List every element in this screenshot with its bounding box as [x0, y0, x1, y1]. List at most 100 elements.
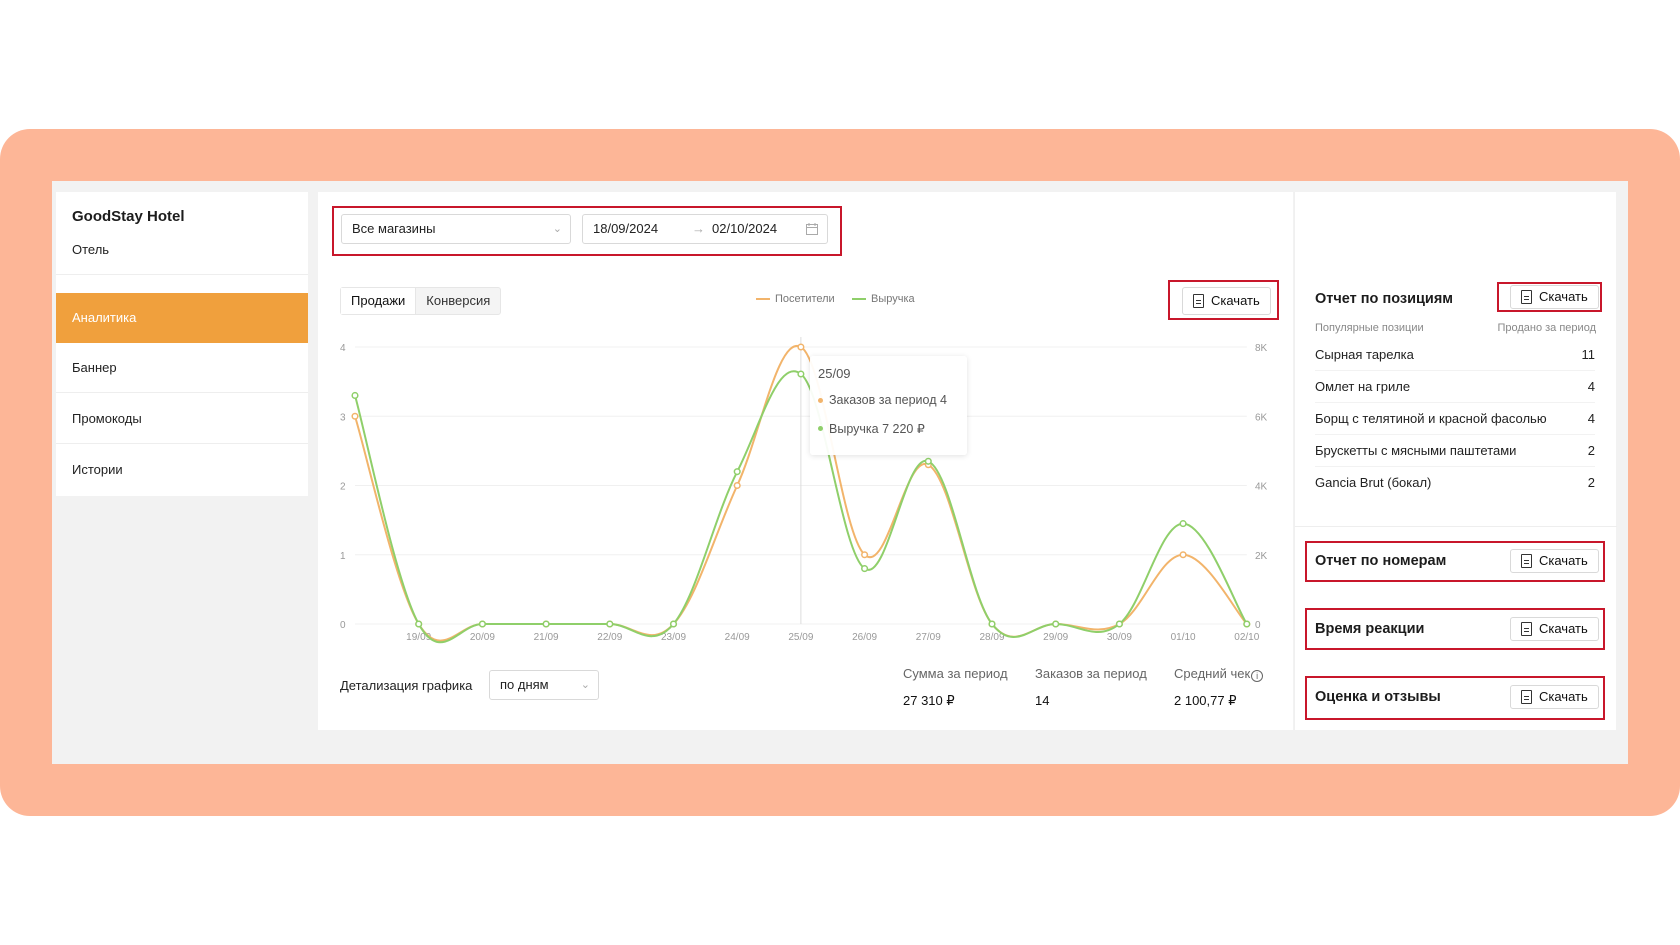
- sidebar-item-stories[interactable]: Истории: [72, 462, 123, 477]
- data-point-visitors: [797, 343, 805, 351]
- chart-tooltip: 25/09 Заказов за период 4 Выручка 7 220 …: [810, 356, 967, 455]
- reports-panel: Отчет по позициям Скачать Популярные поз…: [1294, 192, 1617, 730]
- store-select[interactable]: Все магазины ⌄: [341, 214, 571, 244]
- data-point-visitors: [861, 551, 869, 559]
- positions-col-left: Популярные позиции: [1315, 322, 1424, 334]
- divider: [1295, 526, 1617, 527]
- document-icon: [1521, 690, 1532, 704]
- stat-sum-label: Сумма за период: [903, 666, 1008, 681]
- x-tick-label: 20/09: [470, 632, 495, 643]
- chart-download-highlight: [1168, 280, 1279, 320]
- y-left-tick-label: 3: [340, 412, 346, 423]
- x-tick-label: 22/09: [597, 632, 622, 643]
- y-right-tick-label: 8K: [1255, 343, 1268, 354]
- positions-report-title: Отчет по позициям: [1315, 291, 1454, 307]
- table-row: Борщ с телятиной и красной фасолью 4: [1315, 403, 1595, 435]
- detail-label: Детализация графика: [340, 678, 473, 693]
- y-left-tick-label: 2: [340, 482, 346, 493]
- calendar-icon: [806, 223, 818, 235]
- tooltip-orders-dot: [818, 397, 823, 403]
- x-tick-label: 19/09: [406, 632, 431, 643]
- y-left-tick-label: 4: [340, 343, 346, 354]
- positions-download-button[interactable]: Скачать: [1510, 285, 1599, 309]
- y-left-tick-label: 0: [340, 620, 346, 631]
- sidebar: GoodStay Hotel Отель Аналитика Баннер Пр…: [56, 192, 308, 496]
- data-point-revenue: [415, 620, 423, 628]
- rooms-download-button[interactable]: Скачать: [1510, 549, 1599, 573]
- data-point-revenue: [1243, 620, 1251, 628]
- sidebar-item-banner[interactable]: Баннер: [56, 343, 308, 393]
- table-row: Омлет на гриле 4: [1315, 371, 1595, 403]
- y-left-tick-label: 1: [340, 551, 346, 562]
- data-point-revenue: [988, 620, 996, 628]
- chart-download-button[interactable]: Скачать: [1182, 287, 1271, 315]
- date-range-picker[interactable]: 18/09/2024 → 02/10/2024: [582, 214, 828, 244]
- data-point-revenue: [797, 370, 805, 378]
- sidebar-item-analytics[interactable]: Аналитика: [56, 293, 308, 343]
- download-label: Скачать: [1539, 689, 1588, 704]
- date-arrow-icon: →: [692, 221, 705, 236]
- reviews-report-title: Оценка и отзывы: [1315, 689, 1441, 705]
- data-point-revenue: [542, 620, 550, 628]
- stat-avg-label-wrap: Средний чек i: [1174, 666, 1264, 682]
- x-tick-label: 30/09: [1107, 632, 1132, 643]
- tab-conversion[interactable]: Конверсия: [426, 293, 491, 308]
- info-icon[interactable]: i: [1251, 670, 1264, 682]
- x-tick-label: 27/09: [916, 632, 941, 643]
- table-row: Сырная тарелка 11: [1315, 339, 1595, 371]
- sidebar-item-promocodes[interactable]: Промокоды: [56, 394, 308, 444]
- download-label: Скачать: [1539, 621, 1588, 636]
- data-point-revenue: [669, 620, 678, 628]
- tooltip-revenue-text: Выручка 7 220 ₽: [829, 422, 925, 436]
- reaction-download-button[interactable]: Скачать: [1510, 617, 1599, 641]
- tooltip-revenue-row: Выручка 7 220 ₽: [818, 421, 925, 436]
- document-icon: [1193, 294, 1204, 308]
- chevron-down-icon: ⌄: [552, 223, 562, 235]
- position-count: 4: [1587, 411, 1595, 426]
- data-point-visitors: [733, 481, 741, 490]
- x-tick-label: 25/09: [788, 632, 813, 643]
- table-row: Брускетты с мясными паштетами 2: [1315, 435, 1595, 467]
- x-tick-label: 02/10: [1234, 632, 1259, 643]
- legend-revenue-swatch: [852, 298, 866, 300]
- chart-tabs: Продажи Конверсия: [340, 287, 502, 315]
- position-count: 2: [1587, 443, 1595, 458]
- download-label: Скачать: [1539, 289, 1588, 304]
- legend-item-visitors[interactable]: Посетители: [756, 293, 835, 305]
- stat-orders-label: Заказов за период: [1035, 666, 1147, 681]
- positions-download-highlight: [1497, 282, 1602, 312]
- data-point-visitors: [351, 412, 359, 420]
- document-icon: [1521, 554, 1532, 568]
- data-point-revenue: [861, 565, 869, 573]
- legend-item-revenue[interactable]: Выручка: [852, 293, 915, 305]
- data-point-revenue: [478, 620, 486, 628]
- x-tick-label: 28/09: [979, 632, 1004, 643]
- tooltip-revenue-dot: [818, 426, 823, 431]
- sidebar-item-hotel[interactable]: Отель: [56, 225, 308, 275]
- brand-title: GoodStay Hotel: [72, 208, 185, 225]
- x-tick-label: 24/09: [725, 632, 750, 643]
- position-name: Сырная тарелка: [1315, 347, 1414, 362]
- position-name: Gancia Brut (бокал): [1315, 475, 1432, 490]
- data-point-revenue: [351, 391, 359, 400]
- download-label: Скачать: [1539, 553, 1588, 568]
- document-icon: [1521, 290, 1532, 304]
- x-tick-label: 21/09: [534, 632, 559, 643]
- rooms-report-highlight: [1305, 541, 1605, 582]
- date-to: 02/10/2024: [712, 221, 778, 236]
- stat-sum-value: 27 310 ₽: [903, 693, 955, 708]
- detail-select[interactable]: по дням ⌄: [489, 670, 599, 700]
- data-point-visitors: [1179, 551, 1187, 559]
- x-tick-label: 26/09: [852, 632, 877, 643]
- date-from: 18/09/2024: [593, 221, 659, 236]
- document-icon: [1521, 622, 1532, 636]
- tab-sales[interactable]: Продажи: [341, 288, 417, 314]
- filters-highlight: [332, 206, 842, 256]
- data-point-revenue: [1052, 620, 1060, 628]
- legend-revenue-label: Выручка: [871, 293, 915, 305]
- tooltip-orders-text: Заказов за период 4: [829, 393, 947, 407]
- reviews-download-button[interactable]: Скачать: [1510, 685, 1599, 709]
- y-right-tick-label: 2K: [1255, 551, 1268, 562]
- stat-orders-value: 14: [1035, 693, 1050, 708]
- position-name: Борщ с телятиной и красной фасолью: [1315, 411, 1547, 426]
